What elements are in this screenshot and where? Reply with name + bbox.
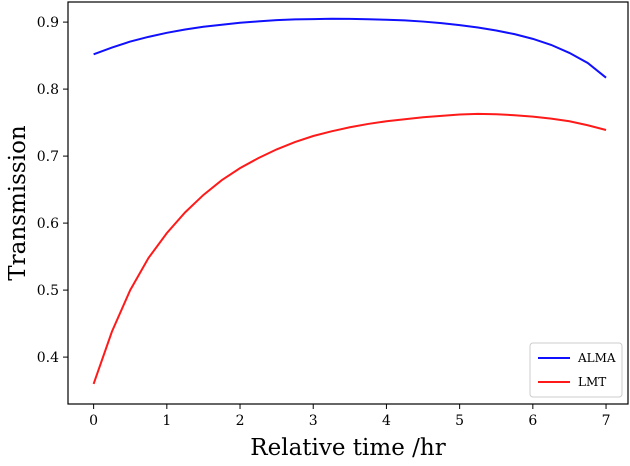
axes: 0 1 2 3 4 5 6 7 0.4 0.5 0.6 0.7 0.8 0.9 <box>37 1 629 429</box>
legend-label-alma: ALMA <box>577 351 616 365</box>
axes-frame <box>67 1 629 405</box>
y-axis-label: Transmission <box>5 125 31 281</box>
series-line-lmt <box>92 112 607 385</box>
y-tick-label: 0.4 <box>37 350 59 366</box>
y-tick-label: 0.9 <box>37 15 59 31</box>
x-tick-label: 6 <box>528 413 537 429</box>
y-tick-label: 0.6 <box>37 216 59 232</box>
y-tick-label: 0.8 <box>37 82 59 98</box>
x-axis-label: Relative time /hr <box>250 435 445 461</box>
x-tick-label: 4 <box>382 413 391 429</box>
x-tick-label: 7 <box>602 413 611 429</box>
legend: ALMA LMT <box>529 342 623 398</box>
legend-label-lmt: LMT <box>578 375 606 389</box>
legend-box <box>529 342 623 398</box>
x-tick-label: 5 <box>455 413 464 429</box>
x-tick-label: 0 <box>89 413 98 429</box>
x-tick-label: 3 <box>309 413 318 429</box>
x-tick-label: 1 <box>162 413 171 429</box>
y-tick-label: 0.5 <box>37 283 59 299</box>
x-tick-label: 2 <box>236 413 245 429</box>
series-line-alma <box>93 17 607 79</box>
y-tick-label: 0.7 <box>37 149 59 165</box>
plot-area <box>92 17 607 385</box>
